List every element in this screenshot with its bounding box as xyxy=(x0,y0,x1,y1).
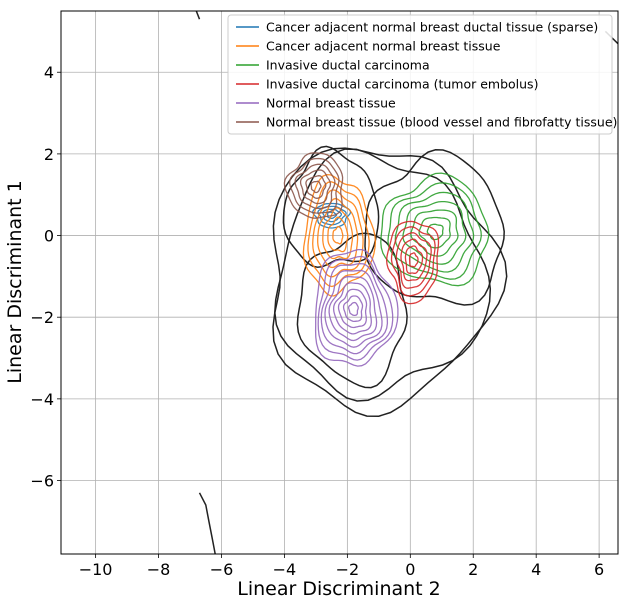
contour-invasive-ductal-carcinoma xyxy=(402,200,467,265)
contour-invasive-ductal-carcinoma-tumor-embolus xyxy=(408,252,419,268)
contour-normal-breast-tissue xyxy=(328,275,378,342)
contour-normal-breast-tissue xyxy=(317,255,394,361)
contour-invasive-ductal-carcinoma xyxy=(380,172,490,287)
contour-normal-breast-tissue xyxy=(342,295,364,323)
overall-density-contour xyxy=(272,147,508,417)
x-axis-label: Linear Discriminant 2 xyxy=(237,578,441,600)
contour-normal-breast-tissue-blood-vessel-and-fibrofatty-tissue xyxy=(283,152,344,219)
contour-normal-breast-tissue xyxy=(324,269,383,348)
y-tick-label: 0 xyxy=(44,227,54,246)
x-tick-label: 4 xyxy=(531,560,541,579)
legend-entry-label: Normal breast tissue xyxy=(266,96,396,111)
overall-density-edge-contour xyxy=(198,492,216,554)
legend: Cancer adjacent normal breast ductal tis… xyxy=(227,14,617,135)
x-tick-label: 0 xyxy=(405,560,415,579)
legend-entry-label: Cancer adjacent normal breast ductal tis… xyxy=(266,20,598,35)
contour-normal-breast-tissue xyxy=(337,288,368,329)
contour-invasive-ductal-carcinoma-tumor-embolus xyxy=(390,226,436,297)
contour-cancer-adjacent-normal-breast-ductal-tissue-sparse xyxy=(326,211,338,220)
contour-invasive-ductal-carcinoma xyxy=(410,209,459,257)
axis-ticks: −10 −8 −6 −4 −2 0 2 4 6 −6 −4 −2 0 2 4 xyxy=(30,63,604,579)
contour-cancer-adjacent-normal-breast-tissue xyxy=(327,216,349,253)
overall-density-edge-contour xyxy=(195,11,201,20)
contour-normal-breast-tissue-blood-vessel-and-fibrofatty-tissue xyxy=(305,175,327,199)
y-tick-label: −2 xyxy=(30,308,54,327)
x-tick-label: 6 xyxy=(594,560,604,579)
y-tick-label: 4 xyxy=(44,63,54,82)
x-tick-label: −6 xyxy=(210,560,234,579)
x-tick-label: −8 xyxy=(147,560,171,579)
contour-cancer-adjacent-normal-breast-ductal-tissue-sparse xyxy=(322,208,343,223)
overall-density-contour xyxy=(296,232,408,389)
contour-cancer-adjacent-normal-breast-tissue xyxy=(312,189,364,278)
legend-entry-label: Invasive ductal carcinoma xyxy=(266,58,430,73)
contour-cancer-adjacent-normal-breast-tissue xyxy=(322,207,354,260)
contour-normal-breast-tissue-blood-vessel-and-fibrofatty-tissue xyxy=(310,180,322,194)
contour-normal-breast-tissue-blood-vessel-and-fibrofatty-tissue xyxy=(299,169,332,205)
y-tick-label: −6 xyxy=(30,472,54,491)
contour-normal-breast-tissue-blood-vessel-and-fibrofatty-tissue xyxy=(294,163,336,210)
contour-invasive-ductal-carcinoma-tumor-embolus xyxy=(404,245,424,274)
y-tick-label: −4 xyxy=(30,390,54,409)
x-tick-label: −4 xyxy=(273,560,297,579)
contour-layer xyxy=(195,11,618,554)
plot-frame xyxy=(60,10,619,555)
y-tick-label: 2 xyxy=(44,145,54,164)
contour-invasive-ductal-carcinoma-tumor-embolus xyxy=(385,220,440,305)
contour-invasive-ductal-carcinoma xyxy=(387,182,482,280)
x-tick-label: −10 xyxy=(79,560,113,579)
overall-density-contour xyxy=(282,145,380,268)
contour-normal-breast-tissue-blood-vessel-and-fibrofatty-tissue xyxy=(289,157,340,214)
contour-invasive-ductal-carcinoma xyxy=(426,223,444,241)
contour-invasive-ductal-carcinoma xyxy=(394,191,475,273)
contour-cancer-adjacent-normal-breast-tissue xyxy=(302,173,377,297)
contour-invasive-ductal-carcinoma-tumor-embolus xyxy=(400,238,428,282)
contour-normal-breast-tissue xyxy=(320,262,389,355)
y-axis-label: Linear Discriminant 1 xyxy=(4,180,26,384)
contour-normal-breast-tissue xyxy=(347,301,359,317)
contour-cancer-adjacent-normal-breast-tissue xyxy=(332,225,344,245)
contour-normal-breast-tissue xyxy=(332,282,372,335)
legend-entry-label: Cancer adjacent normal breast tissue xyxy=(266,39,501,54)
contour-normal-breast-tissue xyxy=(314,248,399,367)
contour-cancer-adjacent-normal-breast-ductal-tissue-sparse xyxy=(312,202,352,229)
legend-box xyxy=(227,14,613,135)
overall-density-contour xyxy=(364,149,505,306)
x-tick-label: 2 xyxy=(468,560,478,579)
x-tick-label: −2 xyxy=(336,560,360,579)
legend-entry-label: Invasive ductal carcinoma (tumor embolus… xyxy=(266,77,538,92)
contour-cancer-adjacent-normal-breast-tissue xyxy=(307,181,370,288)
contour-invasive-ductal-carcinoma-tumor-embolus xyxy=(395,232,432,289)
legend-entry-label: Normal breast tissue (blood vessel and f… xyxy=(266,115,617,130)
